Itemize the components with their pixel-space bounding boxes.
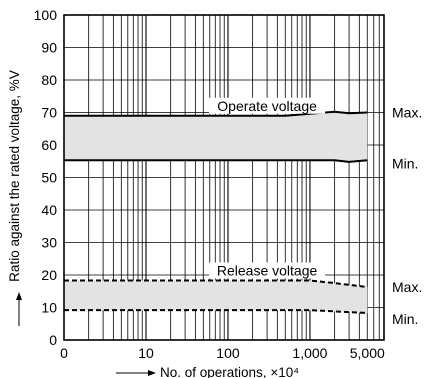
x-tick-label: 1,000 [292, 345, 327, 361]
band-upper-line [64, 110, 368, 117]
y-tick-label: 80 [41, 72, 57, 88]
band-labels: Operate voltage Max. Min. Release voltage Ma… [209, 97, 422, 327]
band-max-label: Max. [392, 105, 422, 121]
x-axis-arrowhead [148, 370, 156, 376]
band-min-label: Min. [392, 311, 418, 327]
plot-frame [63, 14, 385, 341]
band-name-backing [209, 97, 326, 114]
y-axis-ticks: 0 10 20 30 40 50 60 70 80 90 100 [34, 7, 58, 348]
band-upper-line [64, 279, 368, 288]
y-tick-label: 40 [41, 202, 57, 218]
band-max-label: Max. [392, 279, 422, 295]
y-tick-label: 100 [34, 7, 58, 23]
y-axis-label-group: Ratio against the rated voltage, %V [7, 70, 22, 326]
x-tick-label: 10 [138, 345, 154, 361]
y-tick-label: 90 [41, 40, 57, 56]
y-tick-label: 30 [41, 235, 57, 251]
x-axis-label-group: No. of operations, ×10⁴ [116, 365, 299, 378]
y-axis-arrowhead [16, 292, 22, 300]
y-axis-label: Ratio against the rated voltage, %V [7, 70, 22, 282]
band-name-label: Operate voltage [217, 98, 317, 114]
x-axis-ticks: 0 10 100 1,000 5,000 [60, 345, 385, 361]
band-min-label: Min. [392, 155, 418, 171]
y-tick-label: 20 [41, 267, 57, 283]
y-tick-label: 60 [41, 137, 57, 153]
band-lower-line [64, 159, 368, 163]
x-tick-label: 0 [60, 345, 68, 361]
x-axis-label: No. of operations, ×10⁴ [160, 365, 299, 378]
band-name-backing [209, 262, 326, 279]
y-tick-label: 0 [49, 332, 57, 348]
x-tick-label: 5,000 [350, 345, 385, 361]
band-fill [64, 111, 368, 162]
band-fill [64, 280, 368, 313]
y-tick-label: 50 [41, 170, 57, 186]
band-name-label: Release voltage [217, 263, 318, 279]
voltage-bands [64, 110, 368, 314]
y-tick-label: 70 [41, 105, 57, 121]
y-tick-label: 10 [41, 300, 57, 316]
band-lower-line [64, 309, 368, 314]
x-tick-label: 100 [216, 345, 240, 361]
